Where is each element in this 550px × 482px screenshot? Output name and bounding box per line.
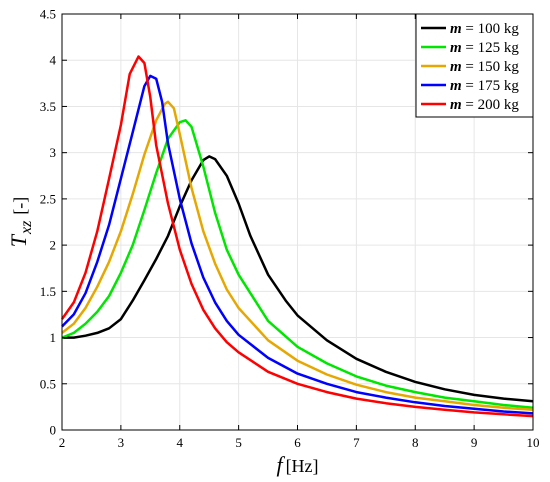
legend-value: = 150 kg [462,59,520,75]
y-tick-label: 0 [50,423,57,438]
y-tick-label: 3.5 [40,99,56,114]
y-axis-label-text: Txz [-] [6,197,35,248]
x-axis-label-text: f [Hz] [276,452,318,477]
legend-entry: m = 125 kg [450,40,519,56]
x-axis-label: f [Hz] [276,452,318,477]
legend-entry: m = 175 kg [450,78,519,94]
x-tick-label: 8 [412,435,419,450]
y-axis-unit: [-] [10,197,30,215]
y-tick-label: 1.5 [40,284,56,299]
x-tick-label: 6 [294,435,301,450]
y-axis-variable: T [6,233,31,247]
y-tick-label: 3 [50,145,57,160]
x-tick-label: 2 [59,435,66,450]
legend-variable: m [450,78,462,94]
series-line-4 [61,74,534,415]
series-line-5 [60,55,534,418]
legend-variable: m [450,59,462,75]
x-axis-unit: [Hz] [286,456,319,476]
y-tick-label: 2 [50,238,57,253]
y-tick-label: 4.5 [40,7,56,22]
x-tick-label: 3 [118,435,125,450]
x-tick-label: 9 [471,435,478,450]
y-tick-label: 2.5 [40,191,56,206]
legend-entry: m = 200 kg [450,97,519,113]
x-tick-label: 4 [177,435,184,450]
legend-entry: m = 150 kg [450,59,519,75]
legend-entry: m = 100 kg [450,21,519,37]
y-tick-label: 0.5 [40,376,56,391]
legend-value: = 125 kg [462,40,520,56]
legend-value: = 200 kg [462,97,520,113]
legend-variable: m [450,97,462,113]
y-axis-subscript: xz [18,220,35,235]
grid [61,13,534,431]
legend-value: = 175 kg [462,78,520,94]
series-line-3 [61,100,534,411]
series-lines [60,55,534,418]
x-axis-variable: f [276,452,285,477]
series-line-2 [61,119,534,410]
y-tick-label: 1 [50,330,57,345]
x-tick-label: 5 [235,435,242,450]
series-line-1 [62,155,534,403]
x-tick-label: 10 [527,435,540,450]
legend-variable: m [450,21,462,37]
legend: m = 100 kgm = 125 kgm = 150 kgm = 175 kg… [415,13,534,118]
x-tick-label: 7 [353,435,360,450]
axis-ticks: 2 3 4 5 6 7 8 9 10 0 0.5 1 1.5 2 2.5 3 3.5 4 4.5 [40,7,540,451]
legend-value: = 100 kg [462,21,520,37]
y-tick-label: 4 [50,53,57,68]
y-axis-label: Txz [-] [6,197,35,248]
legend-variable: m [450,40,462,56]
